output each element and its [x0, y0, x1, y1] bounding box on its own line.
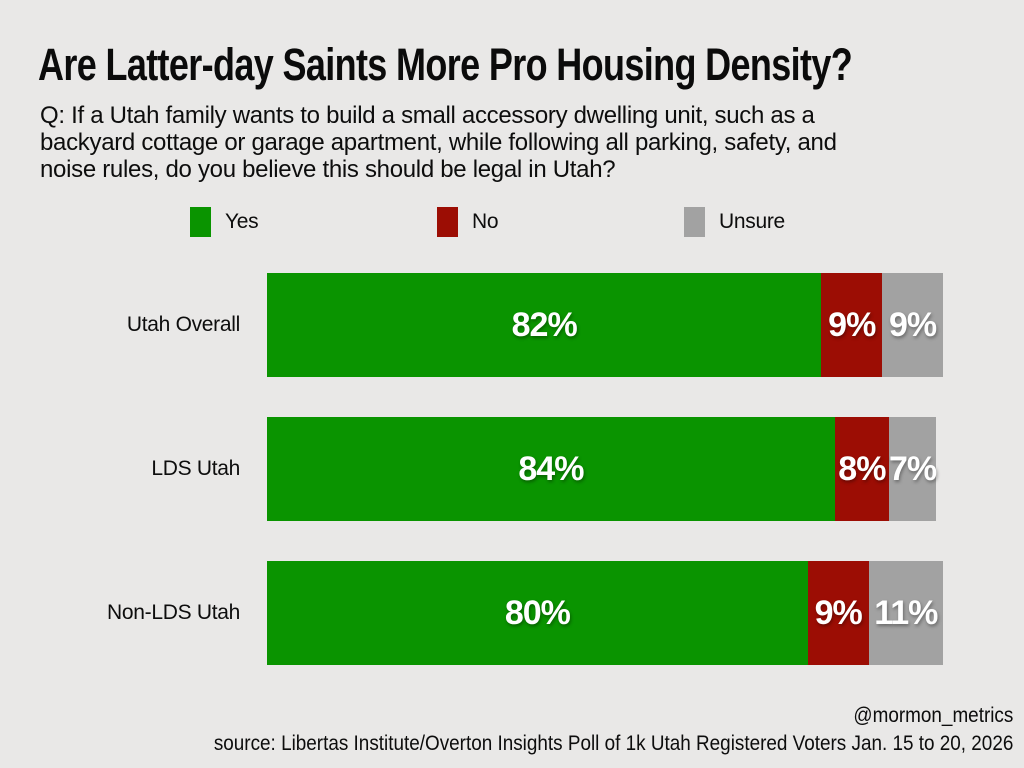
- source-note: source: Libertas Institute/Overton Insig…: [213, 732, 1013, 755]
- bar-segment-no: 8%: [834, 417, 889, 521]
- legend-item-yes: Yes: [190, 207, 437, 237]
- poll-question: Q: If a Utah family wants to build a sma…: [40, 102, 837, 183]
- category-label: LDS Utah: [151, 457, 240, 480]
- bar-track: 82% 9% 9%: [267, 273, 943, 377]
- bar-segment-unsure: 11%: [868, 561, 943, 665]
- legend-label-unsure: Unsure: [719, 210, 785, 233]
- chart-title: Are Latter-day Saints More Pro Housing D…: [38, 39, 853, 90]
- chart-row: Utah Overall 82% 9% 9%: [0, 273, 1024, 377]
- legend-swatch-unsure: [684, 207, 705, 237]
- category-label: Utah Overall: [126, 313, 240, 336]
- credit-handle: @mormon_metrics: [853, 704, 1013, 727]
- legend-item-unsure: Unsure: [684, 207, 785, 237]
- bar-segment-yes: 84%: [267, 417, 835, 521]
- bar-segment-yes: 80%: [267, 561, 808, 665]
- bar-track: 80% 9% 11%: [267, 561, 943, 665]
- legend: Yes No Unsure: [190, 207, 785, 237]
- bar-segment-unsure: 7%: [888, 417, 937, 521]
- poll-question-line-1: Q: If a Utah family wants to build a sma…: [40, 102, 815, 129]
- footer: @mormon_metrics source: Libertas Institu…: [125, 702, 1013, 758]
- legend-swatch-no: [437, 207, 458, 237]
- legend-swatch-yes: [190, 207, 211, 237]
- bar-track: 84% 8% 7%: [267, 417, 943, 521]
- bar-segment-no: 9%: [807, 561, 869, 665]
- chart-row: Non-LDS Utah 80% 9% 11%: [0, 561, 1024, 665]
- poll-question-line-2: backyard cottage or garage apartment, wh…: [40, 129, 837, 156]
- chart-area: Utah Overall 82% 9% 9% LDS Utah 84% 8% 7% Non-LD…: [0, 273, 1024, 705]
- category-label: Non-LDS Utah: [107, 601, 240, 624]
- chart-row: LDS Utah 84% 8% 7%: [0, 417, 1024, 521]
- bar-segment-no: 9%: [821, 273, 883, 377]
- legend-label-no: No: [472, 210, 499, 233]
- legend-label-yes: Yes: [225, 210, 259, 233]
- bar-segment-unsure: 9%: [882, 273, 943, 377]
- poll-question-line-3: noise rules, do you believe this should …: [40, 156, 616, 183]
- legend-item-no: No: [437, 207, 684, 237]
- bar-segment-yes: 82%: [267, 273, 822, 377]
